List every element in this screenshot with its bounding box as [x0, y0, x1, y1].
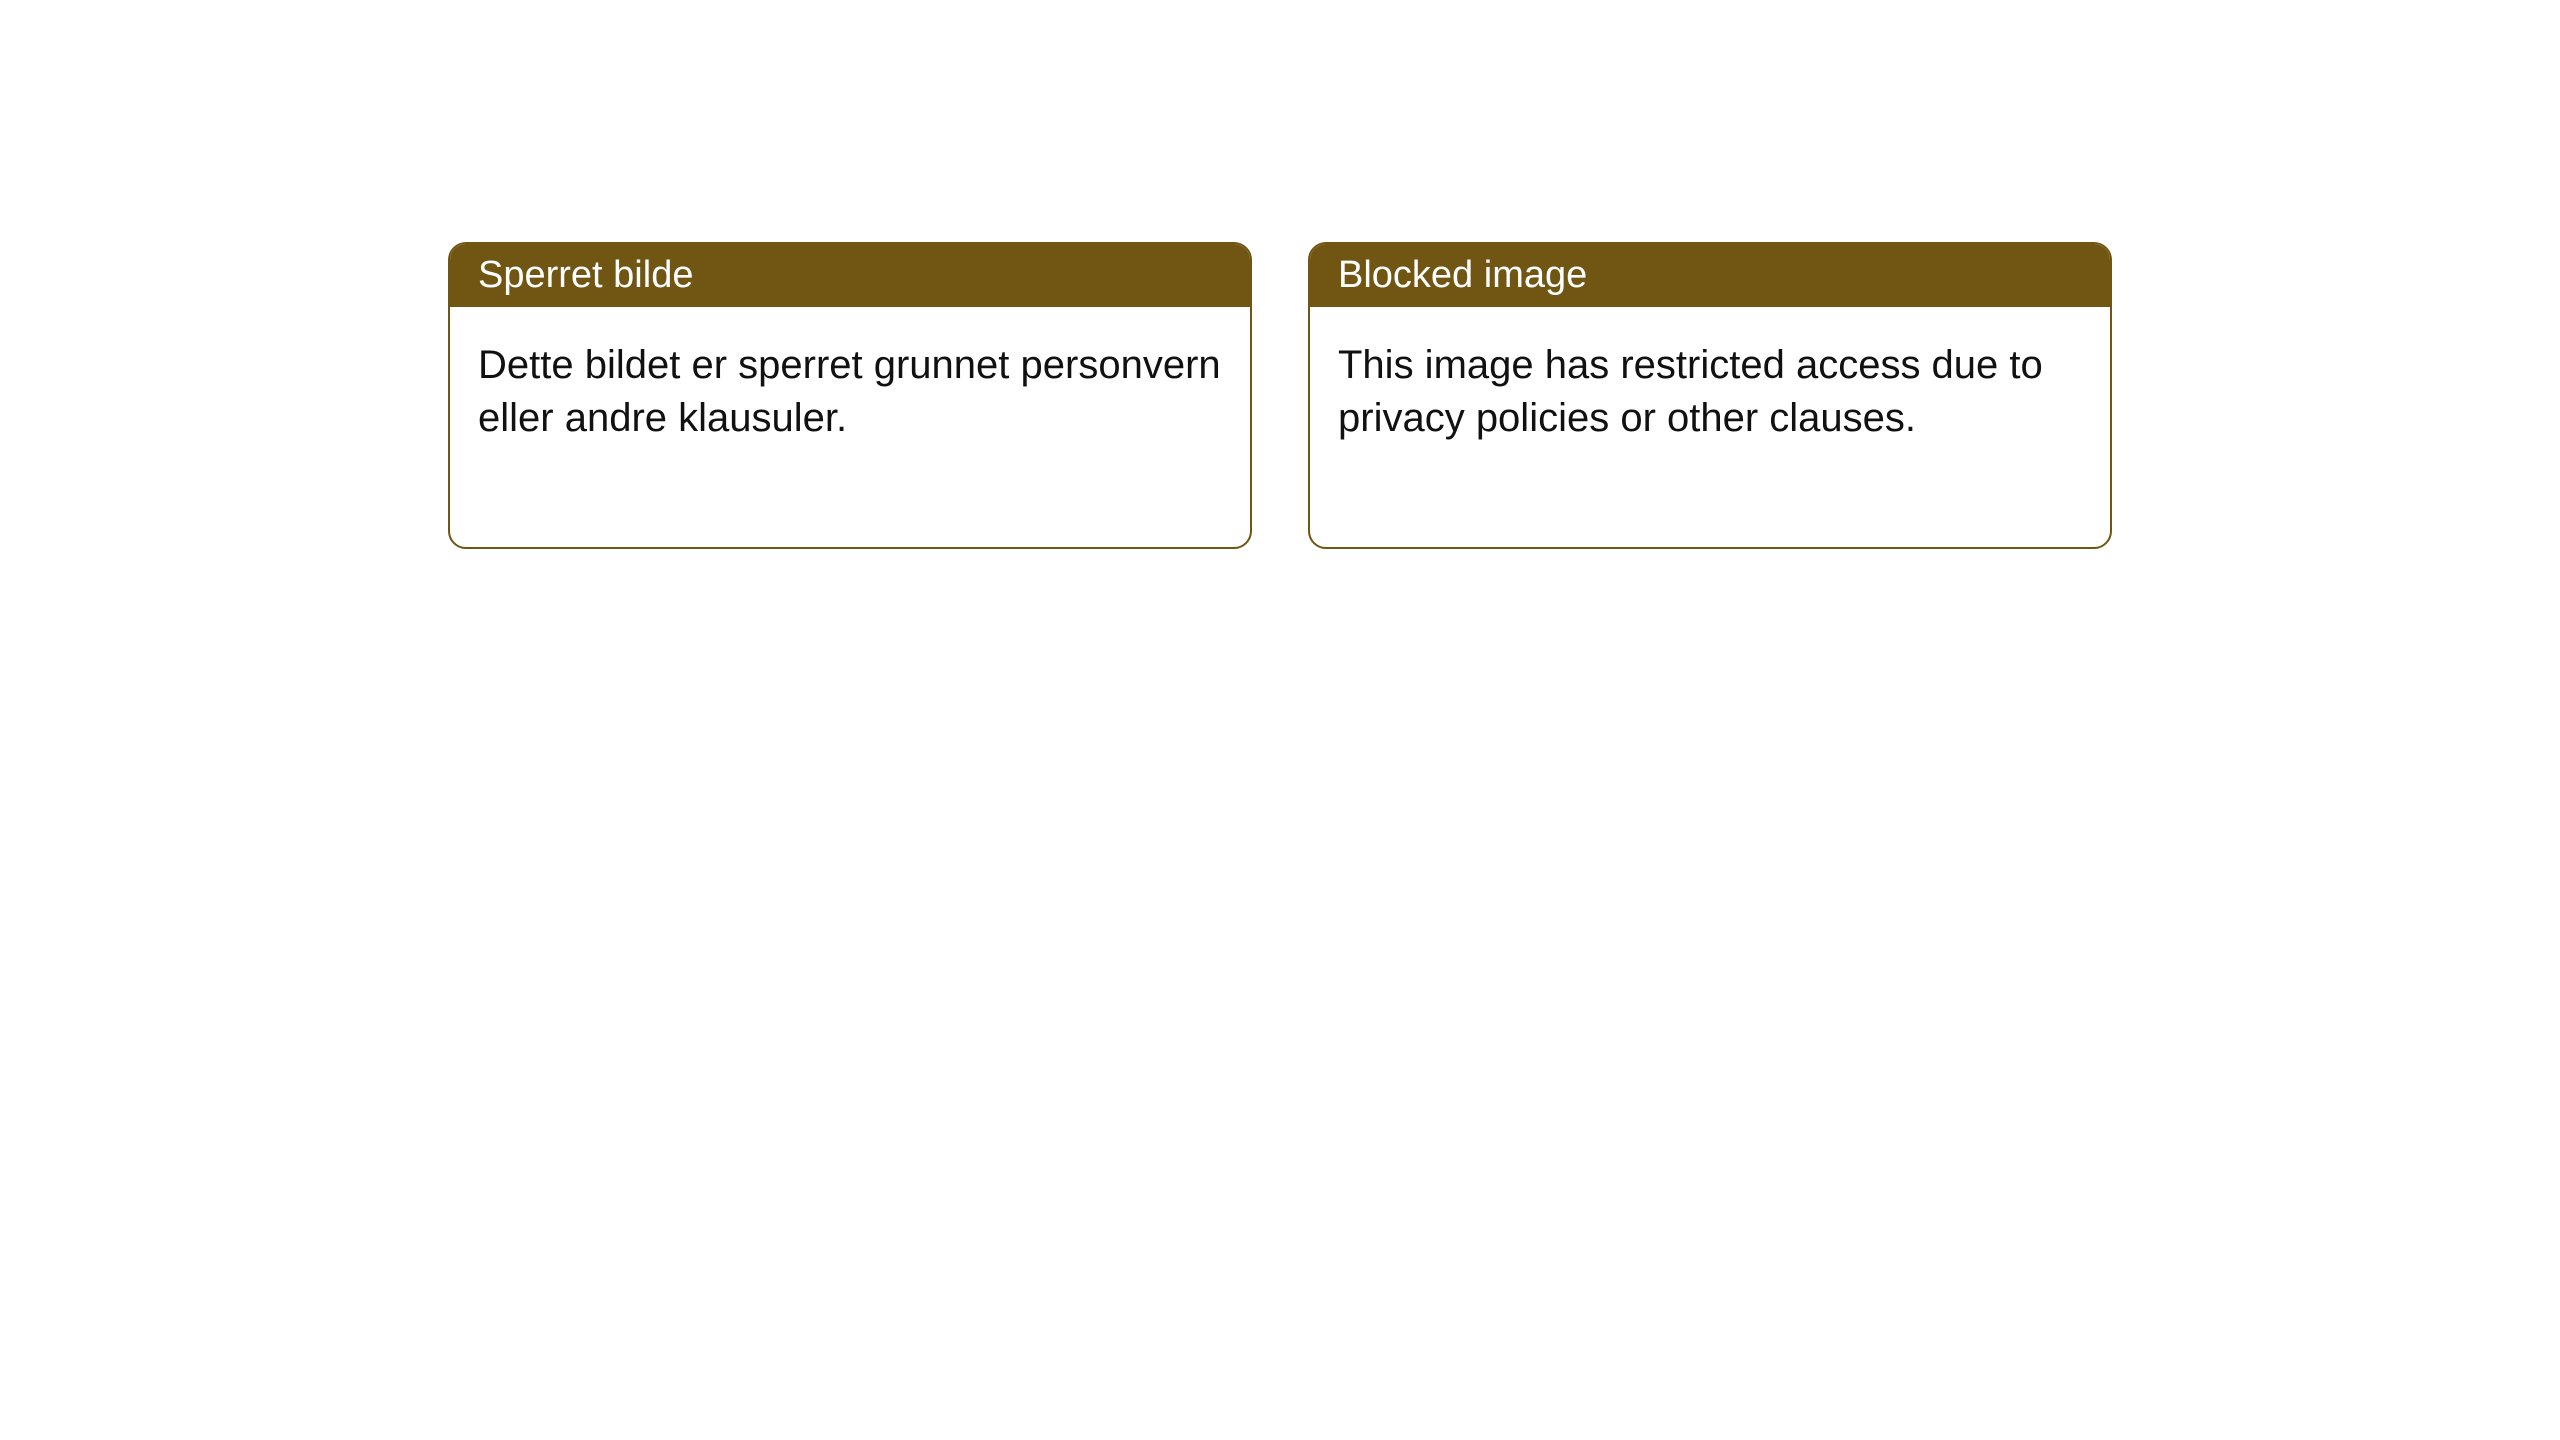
card-header: Blocked image [1310, 244, 2110, 307]
cards-container: Sperret bilde Dette bildet er sperret gr… [0, 0, 2560, 549]
card-body: Dette bildet er sperret grunnet personve… [450, 307, 1250, 547]
card-body-text: Dette bildet er sperret grunnet personve… [478, 343, 1221, 440]
card-norwegian: Sperret bilde Dette bildet er sperret gr… [448, 242, 1252, 549]
card-title: Sperret bilde [478, 254, 693, 296]
card-body-text: This image has restricted access due to … [1338, 343, 2043, 440]
card-header: Sperret bilde [450, 244, 1250, 307]
card-english: Blocked image This image has restricted … [1308, 242, 2112, 549]
card-body: This image has restricted access due to … [1310, 307, 2110, 547]
card-title: Blocked image [1338, 254, 1587, 296]
